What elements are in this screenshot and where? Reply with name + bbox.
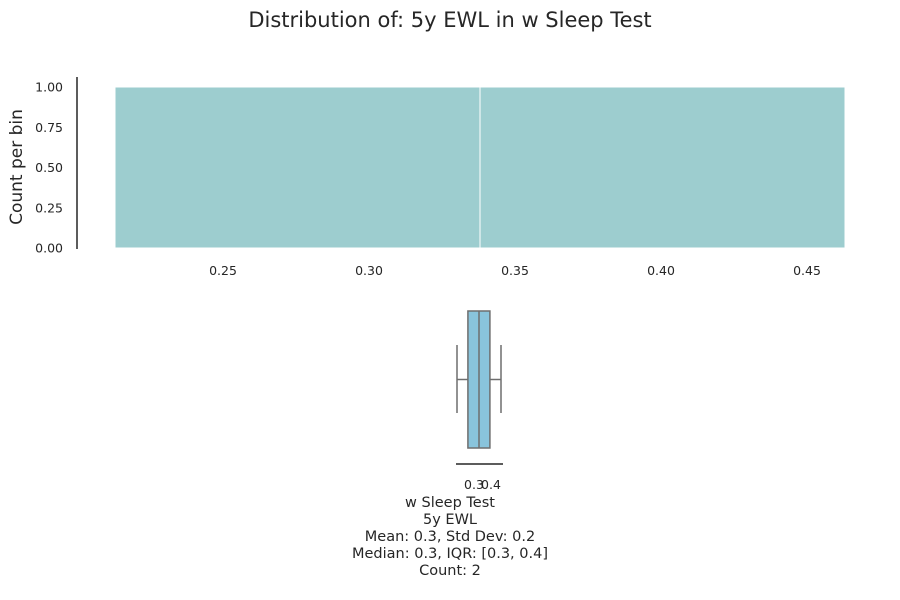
- y-tick-label: 0.00: [35, 241, 63, 256]
- y-tick-label: 1.00: [35, 80, 63, 95]
- x-tick-label: 0.35: [501, 263, 529, 278]
- box-x-tick-label: 0.3: [464, 477, 484, 492]
- y-axis-label: Count per bin: [7, 109, 27, 225]
- y-tick-label: 0.25: [35, 200, 63, 215]
- chart-title: Distribution of: 5y EWL in w Sleep Test: [248, 8, 652, 32]
- y-tick-label: 0.75: [35, 120, 63, 135]
- x-tick-label: 0.25: [209, 263, 237, 278]
- stats-median-iqr: Median: 0.3, IQR: [0.3, 0.4]: [352, 546, 548, 562]
- x-tick-label: 0.45: [793, 263, 821, 278]
- x-tick-label: 0.30: [355, 263, 383, 278]
- stats-summary: w Sleep Test 5y EWL Mean: 0.3, Std Dev: …: [0, 495, 900, 580]
- stats-count: Count: 2: [419, 563, 481, 579]
- y-tick-label: 0.50: [35, 160, 63, 175]
- stats-group: w Sleep Test: [405, 495, 495, 511]
- stats-variable: 5y EWL: [423, 512, 477, 528]
- histogram-bar-1: [479, 86, 846, 249]
- x-tick-label: 0.40: [647, 263, 675, 278]
- histogram-bar-0: [114, 86, 481, 249]
- box-x-tick-label: 0.4: [481, 477, 501, 492]
- stats-mean-std: Mean: 0.3, Std Dev: 0.2: [364, 529, 536, 545]
